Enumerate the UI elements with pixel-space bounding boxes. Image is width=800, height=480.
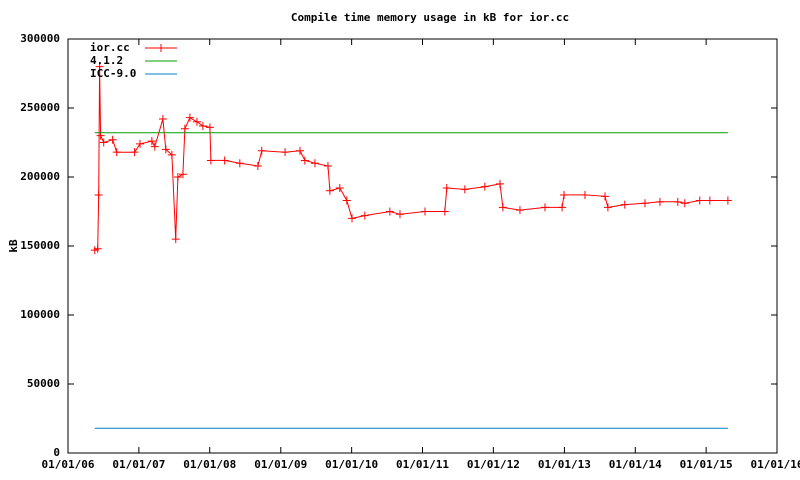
y-tick-label: 300000 — [20, 32, 60, 45]
point-marker — [600, 192, 609, 201]
x-tick-label: 01/01/09 — [254, 458, 307, 471]
point-marker — [220, 156, 229, 165]
point-marker — [360, 211, 369, 220]
point-marker — [395, 210, 404, 219]
point-marker — [515, 206, 524, 215]
point-marker — [705, 196, 714, 205]
point-marker — [580, 190, 589, 199]
point-marker — [161, 145, 170, 154]
x-tick-label: 01/01/13 — [538, 458, 591, 471]
y-tick-label: 150000 — [20, 239, 60, 252]
y-tick-label: 200000 — [20, 170, 60, 183]
y-tick-label: 100000 — [20, 308, 60, 321]
point-marker — [180, 124, 189, 133]
point-marker — [680, 199, 689, 208]
point-marker — [108, 135, 117, 144]
point-marker — [480, 182, 489, 191]
x-tick-label: 01/01/14 — [609, 458, 662, 471]
point-marker — [495, 179, 504, 188]
point-marker — [173, 173, 182, 181]
point-marker — [620, 200, 629, 209]
legend-label: 4.1.2 — [90, 54, 123, 67]
x-tick-label: 01/01/08 — [183, 458, 236, 471]
series-line — [94, 66, 728, 251]
point-marker — [95, 62, 104, 71]
y-tick-label: 50000 — [27, 377, 60, 390]
y-tick-label: 250000 — [20, 101, 60, 114]
point-marker — [348, 214, 357, 223]
point-marker — [325, 186, 334, 195]
point-marker — [335, 184, 344, 193]
point-marker — [198, 121, 207, 130]
point-marker — [460, 185, 469, 194]
point-marker — [192, 117, 201, 126]
chart-title: Compile time memory usage in kB for ior.… — [291, 11, 569, 24]
point-marker — [442, 184, 451, 193]
point-marker — [147, 137, 156, 146]
point-marker — [150, 142, 159, 151]
point-marker — [558, 203, 567, 212]
x-tick-label: 01/01/07 — [112, 458, 165, 471]
x-tick-label: 01/01/10 — [325, 458, 378, 471]
point-marker — [541, 203, 550, 212]
x-tick-label: 01/01/11 — [396, 458, 449, 471]
point-marker — [178, 170, 187, 179]
x-tick-label: 01/01/16 — [751, 458, 800, 471]
point-marker — [112, 148, 121, 157]
point-marker — [440, 207, 449, 216]
point-marker — [640, 199, 649, 208]
point-marker — [94, 190, 103, 199]
legend-label: ior.cc — [90, 41, 130, 54]
point-marker — [498, 203, 507, 212]
plot-border — [67, 38, 778, 454]
point-marker — [603, 203, 612, 212]
y-tick-label: 0 — [53, 446, 60, 459]
point-marker — [235, 159, 244, 168]
point-marker — [723, 196, 732, 205]
legend-marker — [157, 44, 165, 52]
point-marker — [310, 159, 319, 168]
legend-label: ICC-9.0 — [90, 67, 136, 80]
point-marker — [167, 150, 176, 159]
point-marker — [206, 156, 215, 165]
point-marker — [281, 148, 290, 157]
x-tick-label: 01/01/15 — [680, 458, 733, 471]
x-tick-label: 01/01/12 — [467, 458, 520, 471]
point-marker — [185, 113, 194, 122]
point-marker — [385, 207, 394, 216]
point-marker — [300, 156, 309, 165]
x-tick-label: 01/01/06 — [42, 458, 95, 471]
point-marker — [673, 197, 682, 206]
point-marker — [171, 235, 180, 244]
point-marker — [323, 161, 332, 170]
point-marker — [205, 123, 214, 132]
point-marker — [253, 161, 262, 170]
point-marker — [158, 115, 167, 124]
point-marker — [99, 138, 108, 147]
point-marker — [257, 146, 266, 155]
point-marker — [421, 207, 430, 216]
point-marker — [295, 146, 304, 155]
point-marker — [130, 148, 139, 157]
point-marker — [560, 190, 569, 199]
point-marker — [695, 196, 704, 205]
point-marker — [136, 139, 145, 148]
y-axis-label: kB — [7, 239, 20, 253]
point-marker — [655, 197, 664, 206]
point-marker — [342, 196, 351, 205]
point-marker — [93, 244, 102, 253]
